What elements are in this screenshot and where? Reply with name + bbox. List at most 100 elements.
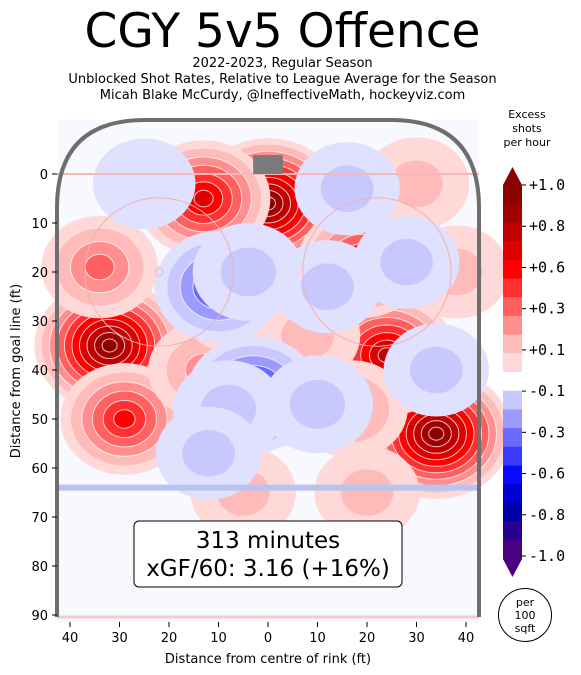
- colorbar-segment: [503, 409, 522, 429]
- colorbar-bottom-arrow: [503, 559, 522, 577]
- colorbar-segment: [503, 203, 522, 223]
- info-box: 313 minutes xGF/60: 3.16 (+16%): [133, 520, 403, 588]
- hotspot-20-level-1: [289, 379, 346, 429]
- colorbar-tick-label: +0.8: [529, 217, 565, 235]
- y-tick-label: 90: [31, 609, 48, 624]
- hotspot-25: [92, 138, 196, 230]
- info-xgf: xGF/60: 3.16 (+16%): [146, 556, 390, 582]
- colorbar-segment: [503, 540, 522, 560]
- x-tick-label: 20: [161, 631, 178, 646]
- hotspot-23-level-1: [380, 238, 433, 286]
- per-area-badge: per 100 sqft: [498, 588, 552, 642]
- rink-boards: [55, 118, 481, 617]
- hotspot-20: [262, 355, 373, 454]
- hotspot-21: [274, 240, 381, 334]
- x-tick-label: 10: [309, 631, 326, 646]
- colorbar-segment: [503, 372, 522, 392]
- colorbar-segment: [503, 446, 522, 466]
- hotspot-17-level-1: [220, 247, 276, 297]
- goal-net: [253, 155, 283, 174]
- blue-line: [57, 484, 479, 491]
- colorbar-tick-label: +1.0: [529, 176, 565, 194]
- colorbar-title-line3: per hour: [503, 136, 551, 149]
- colorbar-segment: [503, 502, 522, 523]
- hotspot-14-level-1: [390, 160, 443, 208]
- colorbar-segment: [503, 241, 522, 261]
- y-tick-label: 20: [31, 266, 48, 281]
- y-tick-label: 30: [31, 315, 48, 330]
- per-area-line1: per: [515, 595, 535, 609]
- hotspot-22-level-1: [409, 346, 463, 394]
- x-tick-label: 0: [264, 631, 272, 646]
- y-tick-label: 10: [31, 217, 48, 232]
- hotspot-23: [353, 215, 460, 309]
- colorbar-segment: [503, 278, 522, 298]
- colorbar-segment: [503, 521, 522, 541]
- hotspot-26: [155, 406, 262, 500]
- y-tick-label: 60: [31, 462, 48, 477]
- hotspot-25-level-0: [92, 138, 196, 230]
- colorbar-top-arrow: [503, 167, 522, 185]
- x-tick-label: 40: [62, 631, 79, 646]
- hotspot-26-level-1: [182, 430, 235, 477]
- chart-title: CGY 5v5 Offence: [84, 4, 481, 59]
- y-tick-label: 70: [31, 511, 48, 526]
- hotspot-21-level-1: [301, 263, 354, 310]
- x-tick-label: 30: [408, 631, 425, 646]
- x-tick-label: 40: [458, 631, 475, 646]
- hotspot-1-level-6: [193, 189, 214, 208]
- faceoff-circle-left: [84, 197, 234, 347]
- colorbar-tick-label: -1.0: [529, 547, 565, 565]
- per-area-line3: sqft: [514, 621, 536, 635]
- colorbar-segment: [503, 222, 522, 242]
- colorbar-segment: [503, 390, 522, 410]
- colorbar-tick-label: -0.1: [529, 382, 565, 400]
- colorbar-segment: [503, 315, 522, 336]
- colorbar-segment: [503, 185, 522, 205]
- colorbar-segment: [503, 428, 522, 448]
- per-area-line2: 100: [514, 608, 536, 622]
- colorbar-segment: [503, 484, 522, 504]
- colorbar-title-line2: shots: [512, 122, 542, 135]
- colorbar-tick-label: -0.8: [529, 506, 565, 524]
- y-axis-label: Distance from goal line (ft): [9, 284, 24, 458]
- hotspot-13-level-1: [340, 469, 394, 516]
- rink-layer: [55, 118, 481, 619]
- colorbar-segment: [503, 353, 522, 373]
- colorbar-tick-label: +0.6: [529, 258, 565, 276]
- subtitle-season: 2022-2023, Regular Season: [192, 56, 373, 71]
- x-axis-label: Distance from centre of rink (ft): [165, 652, 371, 667]
- colorbar-segment: [503, 259, 522, 279]
- hotspot-24: [294, 142, 400, 236]
- y-tick-label: 80: [31, 560, 48, 575]
- y-tick-label: 40: [31, 364, 48, 379]
- hotspot-2-level-9: [101, 338, 118, 353]
- colorbar-tick-label: -0.6: [529, 465, 565, 483]
- colorbar-segment: [503, 334, 522, 354]
- hotspot-7-level-5: [113, 409, 136, 429]
- hotspot-6-level-3: [84, 253, 115, 281]
- colorbar-tick-label: +0.3: [529, 300, 565, 318]
- colorbar-tick-label: +0.1: [529, 341, 565, 359]
- heatmap-layer: [34, 137, 512, 540]
- colorbar-tick-label: -0.3: [529, 423, 565, 441]
- x-tick-label: 20: [359, 631, 376, 646]
- hotspot-3-level-9: [428, 426, 445, 441]
- axes-layer: 40 30 20 10 0 10 20 30 40 0 10 20 30 40 50 60 70 80 90: [31, 168, 474, 646]
- x-tick-label: 30: [111, 631, 128, 646]
- subtitle-description: Unblocked Shot Rates, Relative to League…: [68, 72, 497, 87]
- hotspot-22: [383, 323, 489, 417]
- y-tick-label: 0: [40, 168, 48, 183]
- info-box-frame: [133, 520, 403, 588]
- colorbar-segment: [503, 297, 522, 317]
- x-tick-label: 10: [210, 631, 227, 646]
- subtitle-credit: Micah Blake McCurdy, @IneffectiveMath, h…: [99, 88, 466, 103]
- faceoff-circle-right: [302, 197, 452, 347]
- y-tick-label: 50: [31, 413, 48, 428]
- info-minutes: 313 minutes: [196, 528, 340, 554]
- faceoff-dot-left: [154, 267, 164, 277]
- colorbar-title-line1: Excess: [508, 108, 546, 121]
- colorbar-segment: [503, 465, 522, 485]
- hotspot-13: [314, 445, 420, 540]
